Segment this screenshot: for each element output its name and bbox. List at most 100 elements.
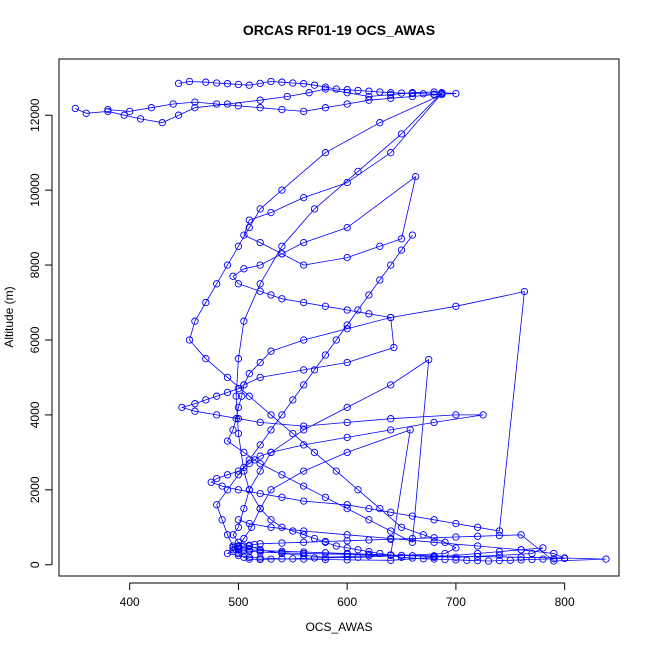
y-axis-label: Altitude (m) [2, 286, 16, 347]
data-point [343, 433, 351, 442]
data-point [191, 104, 199, 112]
data-point [300, 381, 308, 389]
data-point [234, 523, 243, 531]
data-point [419, 531, 427, 539]
data-point [332, 542, 340, 550]
data-point [387, 90, 395, 99]
data-point [104, 105, 112, 114]
y-tick-label: 6000 [28, 326, 42, 353]
data-point [473, 523, 482, 531]
data-point [71, 104, 79, 113]
data-point [473, 556, 482, 565]
data-point [517, 553, 525, 561]
data-point [495, 551, 504, 560]
data-point [517, 546, 525, 554]
data-point [245, 547, 253, 555]
x-tick-label: 700 [446, 595, 466, 609]
data-point [343, 358, 351, 367]
data-point [387, 381, 395, 389]
data-point [191, 407, 199, 415]
data-point [495, 556, 504, 565]
data-point [256, 452, 264, 460]
data-point [452, 556, 460, 564]
data-point [550, 549, 558, 558]
data-point [267, 486, 275, 494]
data-point [300, 107, 308, 116]
data-point [240, 542, 248, 550]
data-point [202, 78, 210, 86]
data-point [430, 555, 438, 563]
data-point [438, 89, 446, 97]
data-point [234, 102, 243, 110]
data-point [256, 441, 264, 449]
data-point [234, 403, 243, 412]
data-point [321, 85, 330, 93]
data-point [278, 250, 286, 258]
data-point [321, 302, 330, 310]
data-point [267, 77, 275, 86]
data-point [376, 504, 384, 513]
data-point [256, 504, 264, 513]
data-point [245, 223, 253, 232]
data-point [365, 96, 373, 104]
data-point [300, 531, 308, 539]
x-axis: 400 500 600 700 800 [120, 582, 575, 609]
data-point [289, 527, 297, 535]
data-point [245, 216, 253, 224]
data-point [289, 79, 297, 87]
data-point [332, 85, 340, 93]
data-point [278, 242, 286, 250]
data-point [278, 549, 286, 557]
data-point [397, 553, 406, 561]
data-point [441, 555, 449, 564]
data-point [390, 343, 398, 352]
chart-title: ORCAS RF01-19 OCS_AWAS [243, 22, 435, 38]
y-tick-label: 4000 [28, 401, 42, 428]
data-point [174, 79, 183, 88]
data-point [321, 149, 330, 157]
y-tick-label: 10000 [28, 173, 42, 207]
data-point [229, 542, 237, 550]
data-point [560, 554, 569, 563]
data-point [321, 104, 330, 112]
data-point [343, 448, 351, 457]
data-point [452, 411, 460, 419]
data-point [240, 317, 248, 325]
data-point [234, 280, 243, 288]
data-point [408, 512, 417, 520]
data-point [343, 544, 351, 552]
data-point [300, 549, 308, 558]
data-point [147, 104, 156, 112]
data-point [332, 467, 340, 475]
data-point [245, 392, 253, 400]
data-point [234, 486, 243, 494]
data-point [267, 347, 275, 355]
data-point [343, 100, 351, 108]
data-point [223, 531, 232, 539]
data-point [213, 411, 221, 419]
y-tick-label: 2000 [28, 476, 42, 503]
data-point [213, 280, 221, 288]
data-point [169, 100, 177, 108]
data-point [256, 548, 264, 556]
data-point [343, 253, 351, 262]
data-point [430, 88, 438, 96]
data-point [452, 533, 460, 541]
data-point [234, 549, 243, 558]
data-point [234, 385, 243, 393]
data-point [387, 415, 395, 423]
data-point [343, 501, 351, 509]
data-point [256, 79, 264, 88]
data-point [191, 317, 199, 325]
data-point [343, 178, 351, 187]
data-point [278, 539, 286, 547]
data-point [234, 242, 243, 250]
data-point [343, 321, 351, 329]
data-point [256, 238, 264, 247]
data-point [300, 441, 308, 449]
data-point [517, 556, 525, 564]
data-point [283, 92, 291, 101]
data-point [278, 523, 286, 531]
data-point [234, 516, 243, 524]
y-tick-label: 8000 [28, 251, 42, 278]
